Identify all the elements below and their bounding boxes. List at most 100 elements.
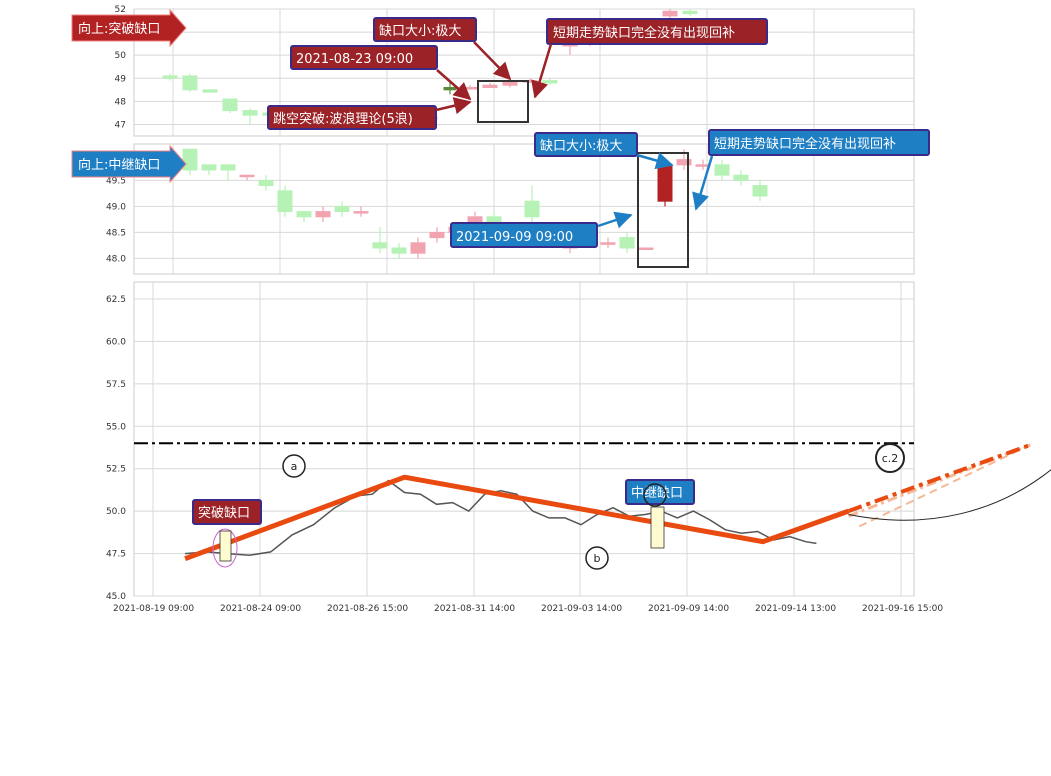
middle-candle-body xyxy=(467,216,483,223)
top-candle-body xyxy=(242,110,258,116)
top-arrows xyxy=(435,41,553,115)
point-a-text: a xyxy=(291,460,298,473)
top-candle-body xyxy=(462,87,478,90)
middle-candle-body xyxy=(258,179,274,187)
bottom-xtick: 2021-08-24 09:00 xyxy=(220,604,301,614)
top-candle-body xyxy=(162,75,178,79)
bottom-ytick: 47.5 xyxy=(106,550,126,560)
middle-candle-body xyxy=(334,205,350,213)
ann-top-theory: 跳空突破:波浪理论(5浪) xyxy=(267,105,437,130)
middle-candle-body xyxy=(315,211,331,218)
tag-runaway: 向上:中继缺口 xyxy=(71,144,187,184)
ann-mid-gap-time-text: 2021-09-09 09:00 xyxy=(456,230,573,245)
top-ytick: 47 xyxy=(115,120,126,130)
ann-top-gap-size-text: 缺口大小:极大 xyxy=(379,24,461,39)
ann-top-theory-text: 跳空突破:波浪理论(5浪) xyxy=(273,111,413,127)
ann-top-gap-time-text: 2021-08-23 09:00 xyxy=(296,52,413,67)
middle-candle-body xyxy=(410,242,426,254)
tag-breakaway-text: 向上:突破缺口 xyxy=(78,21,160,37)
tick-labels: 47484950515248.048.549.049.545.047.550.0… xyxy=(106,5,943,614)
bottom-xtick: 2021-09-09 14:00 xyxy=(648,604,729,614)
bottom-ytick: 60.0 xyxy=(106,337,126,347)
middle-candle-body xyxy=(372,242,388,249)
top-panel xyxy=(133,8,915,137)
top-gap-box xyxy=(477,80,529,123)
middle-ytick: 49.5 xyxy=(106,176,126,186)
middle-candle-body xyxy=(752,185,768,197)
middle-candle-body xyxy=(676,159,692,166)
wave-trend-line xyxy=(184,474,850,562)
point-b-text: b xyxy=(594,552,601,565)
point-c2-text: c.2 xyxy=(882,452,899,465)
ann-mid-gap-size: 缺口大小:极大 xyxy=(534,132,638,157)
middle-candle-body xyxy=(277,190,293,213)
top-candle-body xyxy=(542,80,558,84)
middle-panel xyxy=(133,143,915,275)
bottom-panel xyxy=(133,281,915,597)
bottom-xtick: 2021-08-19 09:00 xyxy=(113,604,194,614)
middle-candle-body xyxy=(714,164,730,176)
top-candle-body xyxy=(482,84,498,89)
tag-runaway-text: 向上:中继缺口 xyxy=(78,157,160,173)
top-candle-body xyxy=(443,87,457,91)
bottom-ytick: 57.5 xyxy=(106,380,126,390)
ann-mid-not-filled-text: 短期走势缺口完全没有出现回补 xyxy=(714,136,896,152)
middle-candle-body xyxy=(296,211,312,218)
ann-mid-not-filled: 短期走势缺口完全没有出现回补 xyxy=(708,129,930,156)
projection-main-line xyxy=(847,443,1032,513)
relay-point-circle xyxy=(643,483,667,507)
relay-gap-rect xyxy=(650,506,665,549)
top-candle-body xyxy=(182,75,198,91)
middle-candle-body xyxy=(201,164,217,171)
bottom-xtick: 2021-08-31 14:00 xyxy=(434,604,515,614)
middle-candle-body xyxy=(600,242,616,245)
tag-breakaway: 向上:突破缺口 xyxy=(71,8,187,48)
middle-ytick: 48.0 xyxy=(106,254,126,264)
bottom-ytick: 52.5 xyxy=(106,465,126,475)
middle-ytick: 48.5 xyxy=(106,228,126,238)
top-candle-body xyxy=(682,10,698,15)
bottom-lines xyxy=(134,442,1051,562)
ann-top-gap-size: 缺口大小:极大 xyxy=(373,17,477,42)
ann-relay-gap-text: 中继缺口 xyxy=(631,486,683,501)
top-candle-body xyxy=(202,89,218,93)
bottom-xtick: 2021-09-16 15:00 xyxy=(862,604,943,614)
price-line xyxy=(185,479,817,557)
middle-candle-body xyxy=(429,231,445,239)
middle-candle-body xyxy=(619,237,635,249)
point-a: a xyxy=(282,454,306,478)
ann-top-gap-time: 2021-08-23 09:00 xyxy=(290,45,438,70)
middle-candle-body xyxy=(182,148,198,171)
bottom-ytick: 45.0 xyxy=(106,592,126,602)
bottom-xtick: 2021-09-03 14:00 xyxy=(541,604,622,614)
ann-mid-gap-size-text: 缺口大小:极大 xyxy=(540,139,622,154)
middle-ytick: 49.0 xyxy=(106,202,126,212)
middle-candle-body xyxy=(524,200,540,218)
top-ytick: 50 xyxy=(115,51,127,61)
top-ytick: 49 xyxy=(115,74,127,84)
ann-top-not-filled: 短期走势缺口完全没有出现回补 xyxy=(546,18,768,45)
top-ytick: 52 xyxy=(115,5,126,15)
bottom-ytick: 50.0 xyxy=(106,507,126,517)
ann-relay-gap: 中继缺口 xyxy=(625,479,695,505)
ann-break-gap-text: 突破缺口 xyxy=(198,505,250,521)
point-c2: c.2 xyxy=(875,443,905,473)
ann-top-not-filled-text: 短期走势缺口完全没有出现回补 xyxy=(553,25,735,41)
top-ytick: 48 xyxy=(115,97,127,107)
bottom-xtick: 2021-08-26 15:00 xyxy=(327,604,408,614)
point-b: b xyxy=(585,546,609,570)
bottom-ytick: 62.5 xyxy=(106,295,126,305)
projection-curve xyxy=(848,468,1051,521)
middle-candle-body xyxy=(391,247,407,254)
middle-candle-body xyxy=(657,164,673,202)
middle-candle-body xyxy=(220,164,236,171)
ann-mid-gap-time: 2021-09-09 09:00 xyxy=(450,222,598,248)
middle-arrows xyxy=(597,152,714,229)
middle-candle-body xyxy=(733,174,749,181)
middle-candle-body xyxy=(638,247,654,250)
bottom-ytick: 55.0 xyxy=(106,422,126,432)
middle-candle-body xyxy=(239,174,255,178)
break-gap-rect xyxy=(219,530,232,562)
top-candle-body xyxy=(222,98,238,112)
bottom-xtick: 2021-09-14 13:00 xyxy=(755,604,836,614)
